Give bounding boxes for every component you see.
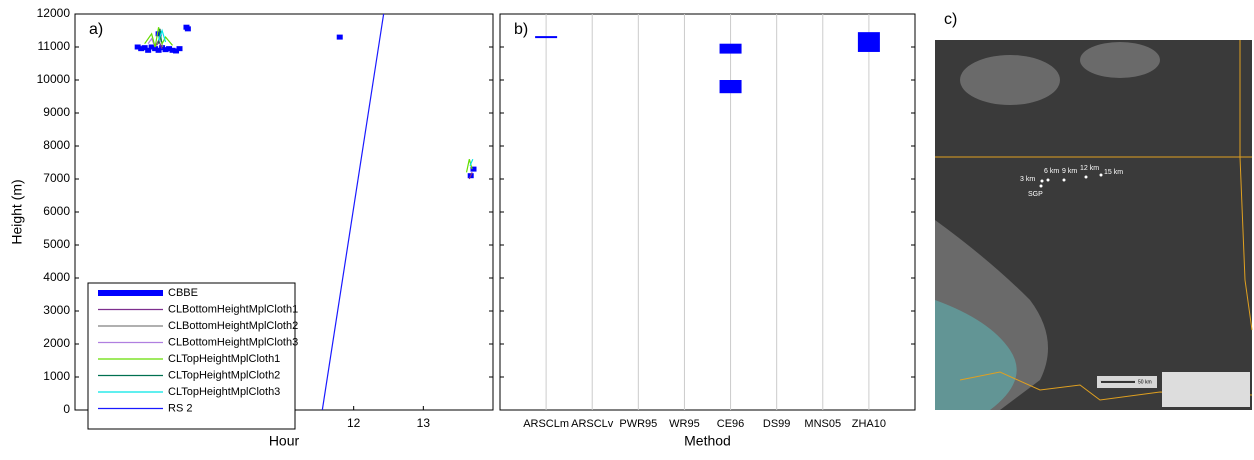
y-tick-label: 12000 — [37, 6, 71, 20]
site-label: 3 km — [1020, 176, 1035, 183]
legend-label: CLTopHeightMplCloth2 — [168, 369, 280, 381]
legend-label: CBBE — [168, 287, 198, 299]
site-marker — [1099, 173, 1103, 177]
line — [321, 14, 385, 410]
y-tick-label: 5000 — [43, 237, 70, 251]
y-tick-label: 3000 — [43, 303, 70, 317]
y-tick-label: 8000 — [43, 138, 70, 152]
y-tick-label: 9000 — [43, 105, 70, 119]
panel-label: b) — [514, 21, 528, 38]
site-marker — [1039, 184, 1043, 188]
marker — [134, 44, 141, 50]
panel-label: c) — [944, 11, 957, 28]
range-box — [535, 36, 558, 39]
x-axis-label: Hour — [269, 433, 300, 449]
cloud — [935, 300, 1017, 410]
range-box — [857, 32, 880, 52]
line — [468, 172, 473, 180]
x-axis-label: Method — [684, 433, 731, 449]
site-marker — [1084, 175, 1088, 179]
scale-label: 50 km — [1138, 379, 1152, 385]
x-tick-label: ZHA10 — [852, 418, 886, 430]
panel-label: a) — [89, 21, 103, 38]
y-tick-label: 4000 — [43, 270, 70, 284]
legend-label: CLBottomHeightMplCloth1 — [168, 303, 298, 315]
site-marker — [1062, 178, 1066, 182]
x-tick-label: WR95 — [669, 418, 700, 430]
line — [144, 27, 173, 48]
y-tick-label: 6000 — [43, 204, 70, 218]
marker — [155, 31, 162, 37]
x-tick-label: 12 — [347, 416, 361, 430]
site-marker — [1046, 178, 1050, 182]
x-tick-label: DS99 — [763, 418, 791, 430]
legend-label: CLTopHeightMplCloth3 — [168, 386, 280, 398]
marker — [141, 45, 148, 51]
site-label: 15 km — [1104, 169, 1123, 176]
site-label: 9 km — [1062, 168, 1077, 175]
legend-label: RS 2 — [168, 402, 192, 414]
marker — [166, 46, 173, 52]
legend-label: CLTopHeightMplCloth1 — [168, 353, 280, 365]
range-box — [719, 43, 742, 54]
border — [959, 371, 1253, 401]
y-tick-label: 2000 — [43, 336, 70, 350]
cloud — [1080, 42, 1160, 78]
x-tick-label: 13 — [417, 416, 431, 430]
y-tick-label: 1000 — [43, 369, 70, 383]
marker — [169, 47, 176, 53]
y-tick-label: 0 — [63, 402, 70, 416]
marker — [184, 26, 191, 32]
y-tick-label: 7000 — [43, 171, 70, 185]
site-label: SGP — [1028, 191, 1043, 198]
x-tick-label: ARSCLv — [571, 418, 614, 430]
line — [465, 159, 473, 173]
x-tick-label: PWR95 — [619, 418, 657, 430]
range-box — [719, 80, 742, 94]
y-axis-label: Height (m) — [9, 179, 25, 244]
marker — [173, 48, 180, 54]
site-label: 12 km — [1080, 165, 1099, 172]
legend-box — [87, 282, 296, 430]
marker — [145, 47, 152, 53]
border — [1239, 40, 1253, 331]
line — [158, 28, 167, 43]
legend-label: CLBottomHeightMplCloth2 — [168, 320, 298, 332]
x-tick-label: MNS05 — [804, 418, 841, 430]
line — [469, 158, 474, 167]
y-tick-label: 10000 — [37, 72, 71, 86]
y-tick-label: 11000 — [38, 39, 71, 53]
colorbar-box — [1162, 372, 1250, 407]
marker — [162, 47, 169, 53]
marker — [148, 44, 155, 50]
site-marker — [1040, 179, 1044, 183]
site-label: 6 km — [1044, 168, 1059, 175]
marker — [336, 34, 343, 40]
legend-label: CLBottomHeightMplCloth3 — [168, 336, 298, 348]
plot-frame — [499, 13, 916, 411]
marker — [155, 47, 162, 53]
x-tick-label: CE96 — [717, 418, 745, 430]
marker — [176, 46, 183, 52]
marker — [470, 166, 477, 172]
cloud — [960, 55, 1060, 105]
marker — [152, 46, 159, 52]
marker — [138, 46, 145, 52]
x-tick-label: ARSCLm — [523, 418, 569, 430]
